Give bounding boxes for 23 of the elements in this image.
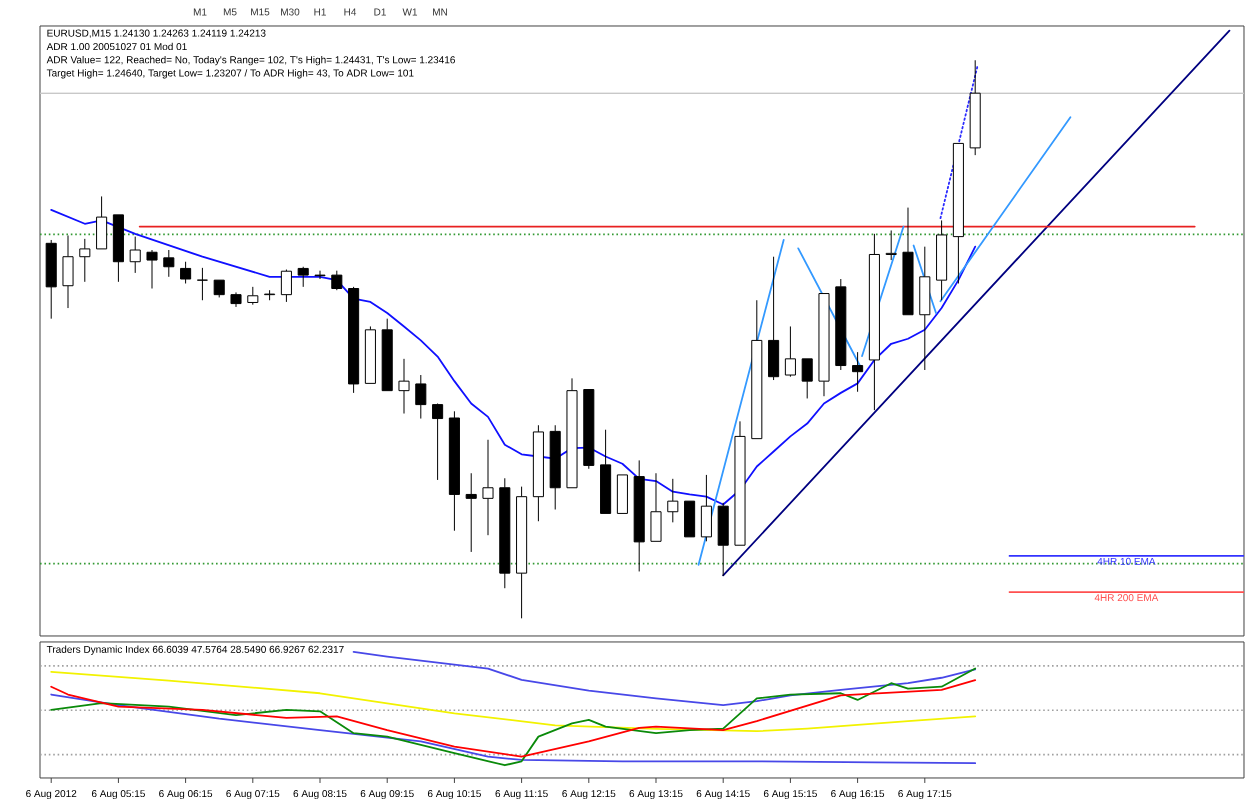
candlestick	[146, 249, 158, 290]
candlestick	[919, 246, 931, 371]
candlestick	[62, 235, 74, 309]
candlestick	[768, 256, 780, 381]
candlestick	[482, 439, 494, 536]
candlestick	[516, 486, 528, 619]
candlestick	[936, 219, 948, 301]
candlestick	[314, 270, 326, 280]
candlestick	[45, 239, 57, 320]
candlestick	[868, 233, 880, 411]
candlestick	[499, 477, 511, 589]
candlestick	[230, 291, 242, 308]
candlestick	[398, 358, 410, 415]
candlestick	[549, 424, 561, 511]
candlestick	[717, 502, 729, 577]
candlestick	[432, 404, 444, 481]
candlestick	[852, 351, 864, 393]
candlestick	[667, 478, 679, 523]
candlestick	[79, 238, 91, 283]
candlestick	[196, 267, 208, 301]
candlestick	[633, 459, 645, 572]
candlestick	[129, 236, 141, 274]
candlestick	[465, 472, 477, 553]
